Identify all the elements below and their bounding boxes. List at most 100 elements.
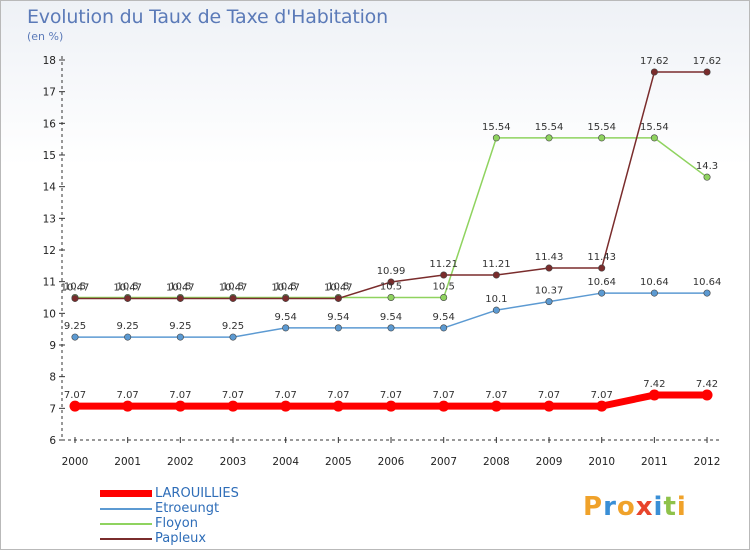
data-label: 10.47 <box>166 282 195 293</box>
data-point <box>176 294 184 302</box>
data-label: 10.47 <box>324 282 353 293</box>
data-point <box>545 298 553 306</box>
data-point <box>124 294 132 302</box>
data-label: 7.07 <box>222 390 244 401</box>
data-point <box>387 293 395 301</box>
x-tick-label: 2007 <box>430 456 457 468</box>
data-point <box>648 389 660 401</box>
data-label: 7.07 <box>64 390 86 401</box>
data-point <box>440 271 448 279</box>
data-label: 7.07 <box>327 390 349 401</box>
data-point <box>387 278 395 286</box>
data-point <box>598 264 606 272</box>
data-point <box>280 400 292 412</box>
data-point <box>545 264 553 272</box>
y-tick-label: 17 <box>43 87 56 99</box>
x-tick-label: 2008 <box>483 456 510 468</box>
x-tick-label: 2001 <box>114 456 141 468</box>
data-label: 9.25 <box>222 321 244 332</box>
data-point <box>490 400 502 412</box>
legend-label: Papleux <box>155 531 207 546</box>
x-tick-label: 2002 <box>167 456 194 468</box>
x-tick-label: 2003 <box>220 456 247 468</box>
y-tick-label: 16 <box>43 118 57 130</box>
data-label: 9.25 <box>117 321 139 332</box>
y-tick-label: 14 <box>43 182 57 194</box>
proxiti-logo: Proxiti <box>583 492 687 522</box>
data-point <box>334 294 342 302</box>
data-point <box>596 400 608 412</box>
data-point <box>650 68 658 76</box>
data-point <box>282 294 290 302</box>
data-label: 7.07 <box>538 390 560 401</box>
data-label: 7.07 <box>591 390 613 401</box>
data-label: 7.07 <box>485 390 507 401</box>
data-point <box>282 324 290 332</box>
legend-swatch <box>100 490 152 497</box>
data-label: 15.54 <box>640 122 669 133</box>
data-label: 7.07 <box>117 390 139 401</box>
data-label: 10.5 <box>380 282 402 293</box>
data-point <box>124 333 132 341</box>
data-label: 10.99 <box>377 266 406 277</box>
data-point <box>703 68 711 76</box>
data-label: 10.1 <box>485 294 507 305</box>
data-point <box>650 134 658 142</box>
legend-swatch <box>100 508 152 510</box>
data-label: 11.21 <box>482 259 511 270</box>
data-point <box>385 400 397 412</box>
data-point <box>650 289 658 297</box>
x-tick-label: 2004 <box>272 456 299 468</box>
data-label: 14.3 <box>696 161 718 172</box>
data-label: 11.21 <box>429 259 458 270</box>
x-tick-label: 2006 <box>378 456 405 468</box>
data-point <box>174 400 186 412</box>
data-point <box>598 289 606 297</box>
y-tick-label: 13 <box>43 213 56 225</box>
data-label: 10.5 <box>117 282 139 293</box>
data-label: 7.07 <box>169 390 191 401</box>
data-point <box>701 389 713 401</box>
data-label: 10.64 <box>693 277 722 288</box>
data-point <box>703 289 711 297</box>
x-tick-label: 2011 <box>641 456 668 468</box>
data-label: 9.54 <box>327 312 349 323</box>
data-label: 15.54 <box>482 122 511 133</box>
data-label: 10.37 <box>535 286 564 297</box>
data-label: 11.43 <box>587 252 616 263</box>
x-tick-label: 2012 <box>694 456 721 468</box>
series-line-papleux <box>75 71 708 300</box>
data-label: 10.47 <box>271 282 300 293</box>
data-point <box>332 400 344 412</box>
data-point <box>438 400 450 412</box>
data-label: 9.25 <box>169 321 191 332</box>
data-label: 10.5 <box>169 282 191 293</box>
data-label: 9.54 <box>275 312 297 323</box>
data-label: 11.43 <box>535 252 564 263</box>
data-label: 9.25 <box>64 321 86 332</box>
data-point <box>71 294 79 302</box>
data-point <box>71 333 79 341</box>
data-point <box>492 134 500 142</box>
data-point <box>122 400 134 412</box>
legend-label: Floyon <box>155 516 198 531</box>
data-point <box>492 306 500 314</box>
data-point <box>229 294 237 302</box>
y-tick-label: 10 <box>43 308 56 320</box>
chart-title: Evolution du Taux de Taxe d'Habitation <box>27 6 388 28</box>
data-label: 7.42 <box>696 379 718 390</box>
data-point <box>69 400 81 412</box>
data-point <box>492 271 500 279</box>
data-point <box>229 333 237 341</box>
data-label: 10.47 <box>219 282 248 293</box>
data-label: 10.64 <box>640 277 669 288</box>
y-tick-label: 11 <box>43 277 56 289</box>
data-label: 10.64 <box>587 277 616 288</box>
chart-subtitle: (en %) <box>27 30 64 43</box>
y-tick-label: 15 <box>43 150 56 162</box>
y-tick-label: 8 <box>49 372 56 384</box>
data-point <box>545 134 553 142</box>
x-tick-label: 2000 <box>62 456 89 468</box>
data-label: 10.5 <box>275 282 297 293</box>
data-label: 9.54 <box>380 312 402 323</box>
